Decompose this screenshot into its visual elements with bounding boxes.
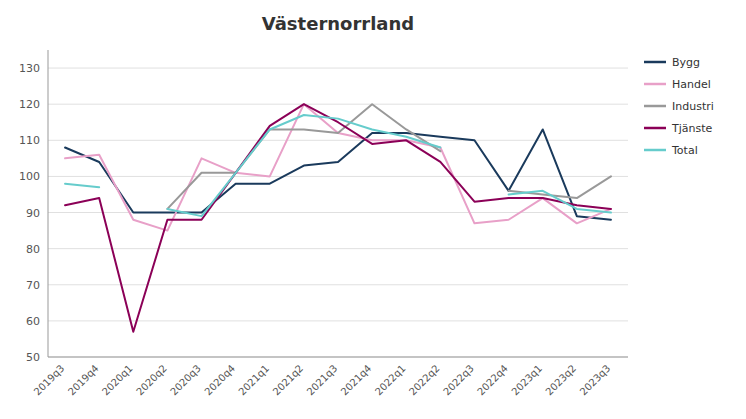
- grid-line: [48, 68, 628, 69]
- grid-line: [48, 357, 628, 358]
- y-axis-line: [48, 50, 49, 357]
- title: Västernorrland: [262, 13, 414, 34]
- legend: Bygg Handel Industri Tjänste Total: [644, 56, 714, 157]
- x-tick-label: 2021q3: [305, 363, 340, 398]
- legend-label: Tjänste: [671, 122, 713, 135]
- x-tick-label: 2022q3: [441, 363, 476, 398]
- grid-line: [48, 104, 628, 105]
- legend-label: Bygg: [672, 56, 700, 69]
- y-tick-label: 130: [19, 62, 40, 75]
- x-tick-label: 2023q3: [578, 363, 613, 398]
- x-tick-label: 2023q2: [543, 363, 578, 398]
- y-tick-label: 80: [26, 243, 40, 256]
- x-tick-label: 2022q2: [407, 363, 442, 398]
- grid-line: [48, 320, 628, 321]
- legend-swatch: [644, 105, 666, 108]
- y-grid: [48, 68, 628, 357]
- legend-label: Industri: [672, 100, 714, 113]
- series-line: [167, 104, 611, 209]
- x-tick-label: 2022q1: [373, 363, 408, 398]
- grid-line: [48, 248, 628, 249]
- x-tick-label: 2019q3: [32, 363, 67, 398]
- legend-label: Total: [671, 144, 698, 157]
- grid-line: [48, 176, 628, 177]
- y-tick-label: 90: [26, 207, 40, 220]
- legend-swatch: [644, 61, 666, 64]
- legend-label: Handel: [672, 78, 711, 91]
- legend-swatch: [644, 83, 666, 86]
- y-tick-label: 60: [26, 315, 40, 328]
- y-tick-label: 50: [26, 351, 40, 364]
- x-tick-label: 2020q2: [134, 363, 169, 398]
- x-tick-label: 2020q3: [168, 363, 203, 398]
- x-tick-label: 2020q1: [100, 363, 135, 398]
- legend-swatch: [644, 127, 666, 130]
- x-tick-label: 2023q1: [509, 363, 544, 398]
- grid-line: [48, 284, 628, 285]
- x-tick-label: 2019q4: [66, 363, 101, 398]
- grid-line: [48, 140, 628, 141]
- x-tick-label: 2021q4: [339, 363, 374, 398]
- y-tick-label: 70: [26, 279, 40, 292]
- legend-swatch: [644, 149, 666, 152]
- y-tick-label: 110: [19, 134, 40, 147]
- x-tick-label: 2021q1: [236, 363, 271, 398]
- series-line: [65, 104, 611, 332]
- x-tick-label: 2020q4: [202, 363, 237, 398]
- y-tick-label: 100: [19, 170, 40, 183]
- series-line: [65, 115, 611, 216]
- y-tick-label: 120: [19, 98, 40, 111]
- x-tick-label: 2022q4: [475, 363, 510, 398]
- chart: Västernorrland 50 60 70 80 90 100 110 120 130 2019…: [0, 0, 746, 419]
- x-tick-label: 2021q2: [271, 363, 306, 398]
- lines: [65, 104, 611, 332]
- x-axis-line: [48, 357, 628, 358]
